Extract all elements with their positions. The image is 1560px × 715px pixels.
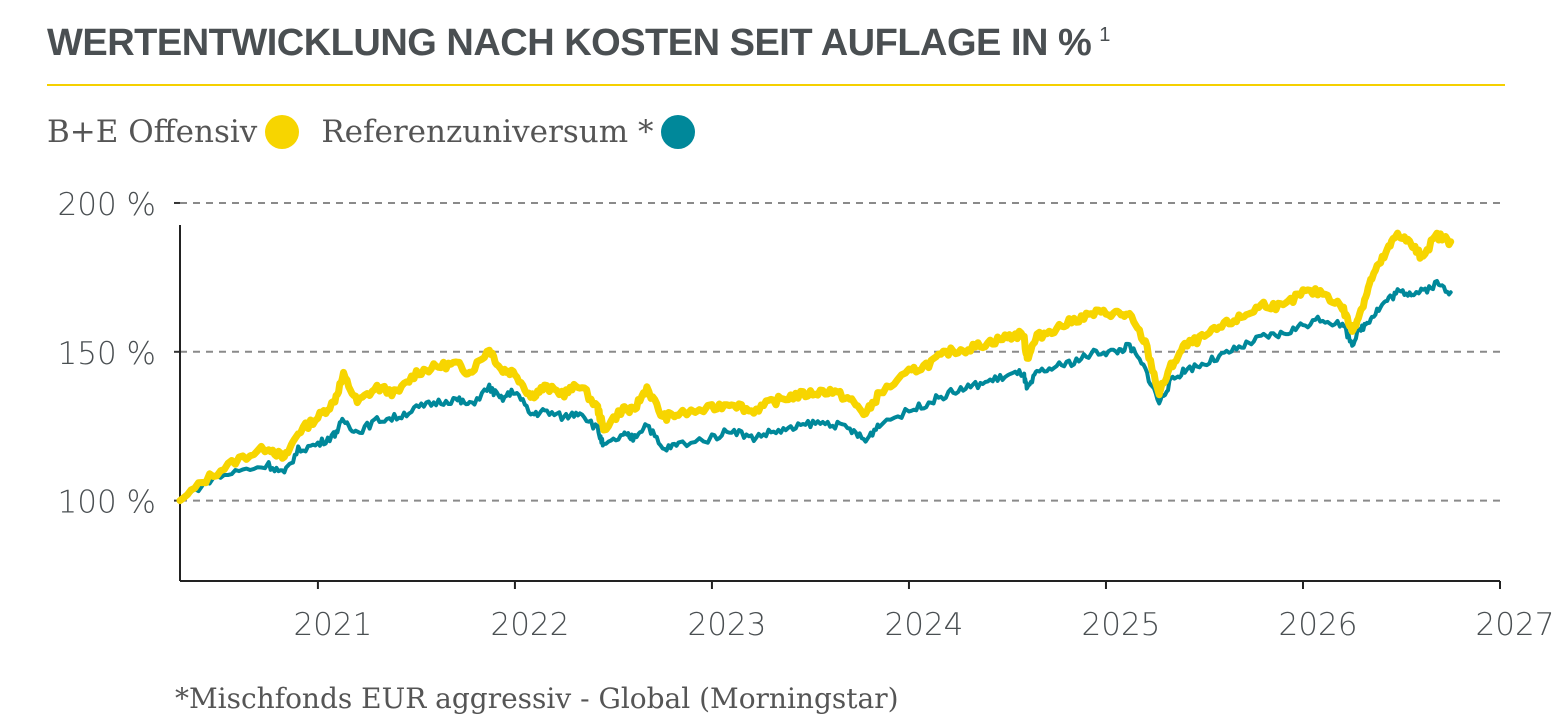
- legend-label-reference: Referenzuniversum *: [321, 114, 654, 150]
- legend-item-reference: Referenzuniversum *: [321, 114, 696, 150]
- line-chart: 100 % 150 % 200 % 2021 2022 2023 2024 2025 2026 2…: [58, 187, 1555, 643]
- x-tick-label-2026: 2026: [1279, 607, 1358, 643]
- series-line-0: [176, 229, 1455, 505]
- y-tick-label-150: 150 %: [58, 336, 156, 372]
- x-tick-label-2027: 2027: [1476, 607, 1555, 643]
- legend-dot-reference: [661, 115, 696, 149]
- y-tick-label-100: 100 %: [58, 485, 156, 521]
- grid-lines: [180, 201, 1500, 502]
- x-tick-label-2025: 2025: [1082, 607, 1161, 643]
- chart-title: WERTENTWICKLUNG NACH KOSTEN SEIT AUFLAGE…: [47, 22, 1110, 64]
- legend-dot-fund: [265, 115, 300, 149]
- x-tick-label-2024: 2024: [885, 607, 964, 643]
- x-tick-label-2023: 2023: [687, 607, 766, 643]
- y-tick-label-200: 200 %: [58, 187, 156, 223]
- axes: [174, 201, 1501, 589]
- footnote-marker: 1: [1099, 24, 1110, 47]
- title-divider: [47, 84, 1505, 86]
- legend-item-fund: B+E Offensiv: [47, 114, 300, 150]
- tick-labels: 100 % 150 % 200 % 2021 2022 2023 2024 2025 2026 2…: [58, 187, 1555, 643]
- x-tick-label-2022: 2022: [490, 607, 569, 643]
- series-line-1: [178, 278, 1453, 503]
- legend: B+E Offensiv Referenzuniversum *: [47, 114, 717, 150]
- series-lines: [176, 229, 1455, 505]
- legend-label-fund: B+E Offensiv: [47, 114, 258, 150]
- footnote: *Mischfonds EUR aggressiv - Global (Morn…: [175, 682, 899, 715]
- x-tick-label-2021: 2021: [293, 607, 372, 643]
